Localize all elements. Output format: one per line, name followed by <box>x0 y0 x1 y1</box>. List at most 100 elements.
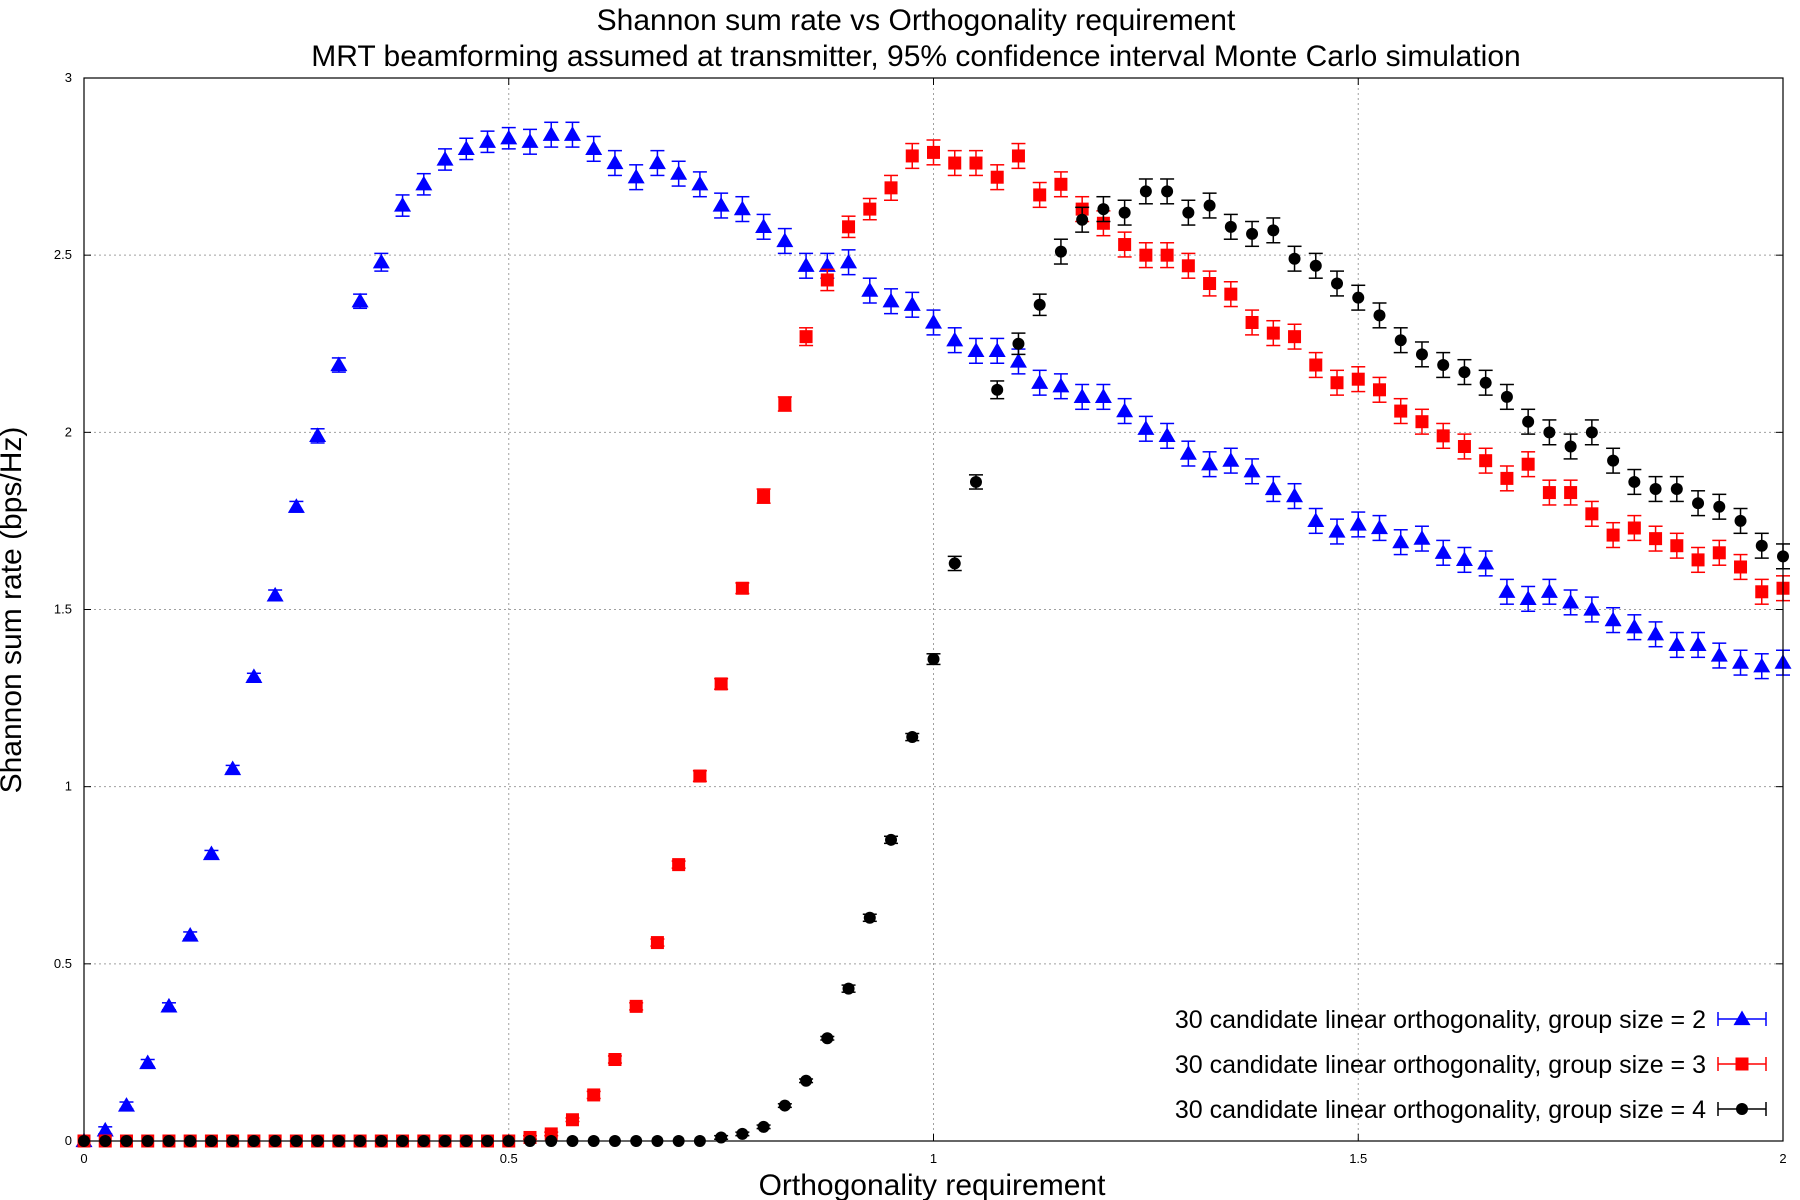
data-point <box>1479 454 1493 468</box>
data-point <box>1607 454 1620 467</box>
data-point <box>415 175 433 191</box>
x-tick-label: 1.5 <box>1349 1151 1367 1166</box>
data-point <box>1392 533 1410 549</box>
data-point <box>1331 277 1344 290</box>
data-point <box>606 154 624 170</box>
y-tick-label: 2 <box>65 424 72 439</box>
data-point <box>757 1120 770 1133</box>
data-point <box>1288 330 1302 344</box>
data-point <box>394 197 412 212</box>
data-point <box>1033 298 1046 311</box>
data-point <box>1076 213 1089 226</box>
data-point <box>1267 224 1280 237</box>
data-point <box>1755 539 1768 552</box>
data-point <box>500 129 518 145</box>
data-point <box>1604 611 1622 627</box>
data-point <box>714 677 728 691</box>
data-point <box>1437 359 1450 372</box>
data-point <box>946 331 964 347</box>
data-point <box>1328 523 1346 538</box>
data-point <box>905 149 919 163</box>
data-point <box>1288 252 1301 265</box>
data-point <box>1158 427 1176 442</box>
data-point <box>1160 248 1174 262</box>
data-point <box>1011 149 1025 163</box>
data-point <box>884 181 898 195</box>
data-point <box>1689 636 1707 652</box>
data-point <box>1649 483 1662 496</box>
chart-subtitle: MRT beamforming assumed at transmitter, … <box>311 40 1520 73</box>
y-tick-label: 0.5 <box>54 956 72 971</box>
data-point <box>372 253 390 269</box>
data-point <box>691 175 709 191</box>
data-point <box>1606 528 1620 542</box>
data-point <box>712 197 730 212</box>
data-point <box>1349 515 1367 531</box>
data-point <box>820 273 834 287</box>
data-point <box>1436 429 1450 443</box>
data-point <box>245 668 263 683</box>
data-point <box>1330 376 1344 390</box>
data-point <box>521 133 539 148</box>
data-point <box>1203 199 1216 212</box>
y-axis-label: Shannon sum rate (bps/Hz) <box>0 427 28 794</box>
data-point <box>885 833 898 846</box>
data-point <box>991 383 1004 396</box>
data-point <box>735 581 749 595</box>
data-point <box>1458 366 1471 379</box>
data-point <box>969 156 983 170</box>
grid <box>84 78 1783 1141</box>
data-point <box>882 292 900 308</box>
data-point <box>309 427 327 442</box>
data-point <box>1137 420 1155 435</box>
data-point <box>1542 486 1556 500</box>
data-point <box>1670 483 1683 496</box>
data-point <box>1009 352 1027 368</box>
data-point <box>778 397 792 411</box>
data-point <box>1519 590 1537 605</box>
data-point <box>563 126 581 141</box>
data-point <box>776 232 794 248</box>
legend-label: 30 candidate linear orthogonality, group… <box>1175 1096 1706 1124</box>
data-point <box>1286 487 1304 503</box>
data-point <box>587 1088 601 1102</box>
data-point <box>1564 486 1578 500</box>
data-point <box>757 489 771 503</box>
data-point <box>1500 471 1514 485</box>
plot-series <box>75 121 1792 1148</box>
data-point <box>1139 248 1153 262</box>
data-point <box>733 200 751 216</box>
data-point <box>1755 585 1769 599</box>
data-point <box>1500 390 1513 403</box>
data-point <box>1246 227 1259 240</box>
data-point <box>736 1127 749 1140</box>
x-axis-label: Orthogonality requirement <box>759 1169 1107 1200</box>
data-point <box>1543 426 1556 439</box>
data-point <box>1692 497 1705 510</box>
data-point <box>1394 404 1408 418</box>
data-point <box>1182 206 1195 219</box>
x-tick-label: 1 <box>930 1151 937 1166</box>
data-point <box>1710 647 1728 662</box>
data-point <box>1479 376 1492 389</box>
data-point <box>925 313 942 329</box>
data-point <box>1585 426 1598 439</box>
data-point <box>1118 238 1132 252</box>
data-point <box>842 982 855 995</box>
data-point <box>650 936 664 950</box>
data-point <box>1585 507 1599 521</box>
data-point <box>1033 188 1047 202</box>
data-point <box>1734 560 1748 574</box>
data-point <box>1373 309 1386 322</box>
legend-marker <box>1736 1103 1748 1115</box>
data-point <box>755 218 773 233</box>
data-point <box>927 653 940 666</box>
x-tick-label: 0.5 <box>500 1151 518 1166</box>
data-point <box>1372 383 1386 397</box>
data-point <box>1713 500 1726 513</box>
data-point <box>1628 475 1641 488</box>
data-point <box>863 202 877 216</box>
data-point <box>287 498 305 513</box>
